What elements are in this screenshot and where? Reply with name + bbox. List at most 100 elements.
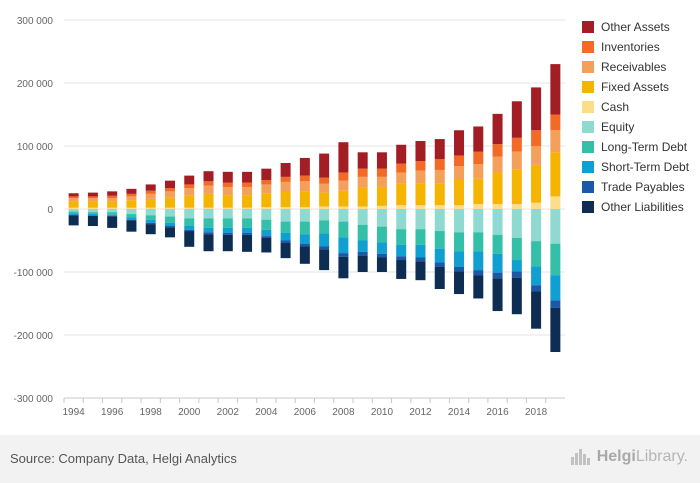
legend-label: Long-Term Debt [601,140,688,154]
bar-segment [550,114,561,131]
bar-segment [126,196,137,201]
bar-segment [126,220,137,232]
legend-item[interactable]: Trade Payables [582,177,689,197]
bar-segment [107,214,118,216]
bar-segment [338,253,349,257]
bar-segment [376,257,387,272]
bar-segment [107,201,118,208]
bar-segment [396,172,407,184]
bar-segment [415,205,426,209]
bar-segment [415,183,426,206]
legend-item[interactable]: Cash [582,97,689,117]
bar-segment [338,206,349,209]
bar-segment [376,209,387,227]
bar-segment [87,214,98,216]
bar-segment [473,251,484,271]
bar-segment [164,207,175,209]
bar-segment [511,137,522,152]
bar-segment [473,232,484,252]
bar-segment [473,270,484,276]
legend-item[interactable]: Inventories [582,37,689,57]
bar-segment [338,172,349,181]
bar-segment [242,234,253,252]
legend-item[interactable]: Other Liabilities [582,197,689,217]
legend-item[interactable]: Short-Term Debt [582,157,689,177]
bar-segment [492,272,503,279]
legend-item[interactable]: Fixed Assets [582,77,689,97]
bar-segment [511,209,522,238]
legend-item[interactable]: Equity [582,117,689,137]
footer: Source: Company Data, Helgi Analytics He… [0,435,700,483]
x-tick-label: 2002 [217,407,240,418]
bar-segment [203,232,214,235]
y-tick-label: -100 000 [14,268,54,279]
bar-segment [454,130,465,156]
bar-segment [357,251,368,256]
bar-segment [145,184,156,191]
bar-segment [299,191,310,208]
x-tick-label: 2014 [448,407,471,418]
bar-segment [511,151,522,170]
bar-segment [126,219,137,221]
bar-segment [338,221,349,238]
legend-swatch [582,161,594,173]
legend-item[interactable]: Receivables [582,57,689,77]
source-note: Source: Company Data, Helgi Analytics [10,451,237,466]
bar-segment [126,193,137,197]
bar-segment [145,209,156,216]
legend-item[interactable]: Long-Term Debt [582,137,689,157]
bar-segment [454,266,465,272]
helgi-library-logo[interactable]: HelgiLibrary. [570,448,688,466]
bar-segment [145,193,156,199]
bar-segment [107,216,118,228]
bar-segment [184,184,195,189]
bar-segment [319,209,330,221]
bar-segment [531,146,542,165]
bar-segment [280,243,291,259]
bar-segment [184,226,195,230]
bar-segment [492,172,503,204]
bar-segment [511,101,522,138]
bar-segment [396,260,407,279]
bar-segment [338,237,349,254]
legend-label: Equity [601,120,635,134]
y-tick-label: 300 000 [17,16,54,27]
bar-segment [415,244,426,258]
bar-segment [203,207,214,209]
bar-segment [164,197,175,208]
bar-segment [184,207,195,209]
bar-segment [203,234,214,252]
bar-segment [376,253,387,258]
library-icon [570,449,591,465]
bar-segment [511,237,522,261]
bar-segment [531,164,542,203]
x-tick-label: 1994 [63,407,86,418]
bar-segment [280,207,291,209]
bar-segment [376,168,387,177]
y-tick-label: 200 000 [17,79,54,90]
legend-label: Inventories [601,40,660,54]
bar-segment [68,207,79,209]
bar-segment [357,168,368,177]
bar-segment [531,241,542,267]
bar-segment [299,221,310,235]
bar-segment [492,203,503,209]
bar-segment [203,171,214,182]
bar-segment [242,171,253,183]
legend-item[interactable]: Other Assets [582,17,689,37]
bar-segment [511,203,522,209]
bar-segment [184,231,195,247]
bar-segment [184,195,195,208]
bar-segment [531,266,542,286]
legend-swatch [582,121,594,133]
bar-segment [107,212,118,215]
legend-swatch [582,201,594,213]
x-tick-label: 2000 [178,407,201,418]
x-tick-label: 2012 [409,407,432,418]
bar-segment [68,196,79,199]
bar-segment [203,209,214,219]
bar-segment [531,291,542,329]
bar-segment [376,152,387,169]
bar-segment [145,219,156,223]
x-tick-label: 2018 [525,407,548,418]
